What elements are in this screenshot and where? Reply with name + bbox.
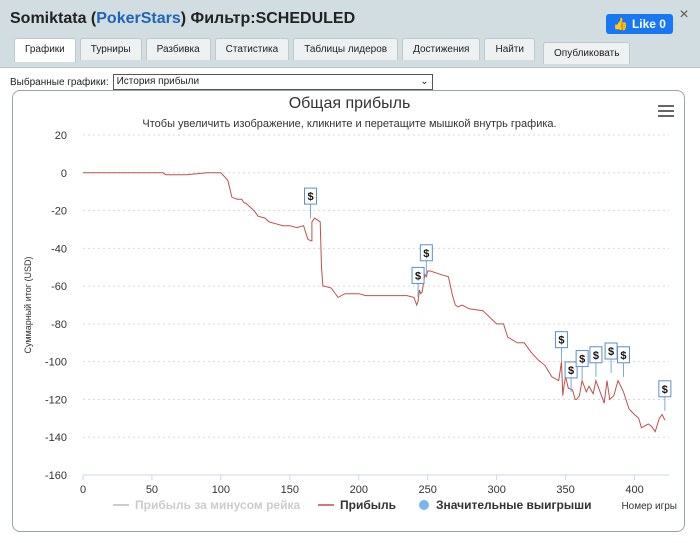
big-win-flag-label: $ (307, 191, 313, 203)
y-tick-label: 0 (61, 168, 67, 180)
chart-panel[interactable]: Общая прибыль Чтобы увеличить изображени… (12, 90, 685, 532)
hamburger-menu-icon[interactable] (658, 105, 674, 117)
x-tick-label: 150 (281, 484, 299, 496)
profit-series-line[interactable] (83, 172, 666, 433)
big-win-flag-label: $ (608, 346, 614, 358)
facebook-like-button[interactable]: 👍 Like 0 (606, 14, 673, 34)
legend-item-big-wins[interactable]: Значительные выигрыши (436, 498, 592, 512)
site-link[interactable]: PokerStars (96, 10, 181, 27)
tab-achievements[interactable]: Достижения (402, 38, 481, 60)
x-tick-label: 350 (556, 484, 574, 496)
window-title: Somiktata (PokerStars) Фильтр:SCHEDULED (10, 10, 356, 27)
big-win-flag[interactable] (616, 346, 630, 364)
x-tick-label: 100 (212, 484, 230, 496)
x-axis-label: Номер игры (621, 501, 677, 512)
big-win-flag-label: $ (620, 350, 626, 362)
legend-item-profit[interactable]: Прибыль (340, 498, 396, 512)
y-tick-label: -100 (45, 357, 67, 369)
big-win-flag[interactable] (589, 346, 603, 364)
legend-swatch-big-wins (419, 500, 429, 510)
tab-bar: Графики Турниры Разбивка Статистика Табл… (14, 38, 631, 64)
big-win-flag-label: $ (558, 335, 564, 347)
big-win-flag[interactable] (658, 380, 672, 398)
x-tick-label: 400 (625, 484, 643, 496)
x-tick-label: 250 (419, 484, 437, 496)
legend-item-rake[interactable]: Прибыль за минусом рейка (135, 498, 300, 512)
x-tick-label: 0 (80, 484, 86, 496)
chart-selector-value: История прибыли (116, 76, 200, 87)
x-tick-label: 300 (487, 484, 505, 496)
chart-selector-row: Выбранные графики: История прибыли ⌄ (10, 74, 433, 90)
big-win-flag-label: $ (415, 270, 421, 282)
filter-label: Фильтр: (190, 10, 256, 27)
big-win-flag-label: $ (662, 384, 668, 396)
big-win-flag[interactable] (575, 350, 589, 368)
filter-value: SCHEDULED (255, 10, 356, 27)
thumbs-up-icon: 👍 (613, 17, 628, 31)
chart-title: Общая прибыль (288, 95, 411, 112)
tab-statistics[interactable]: Статистика (214, 38, 290, 60)
big-win-flag[interactable] (419, 244, 433, 262)
tab-breakdown[interactable]: Разбивка (145, 38, 211, 60)
big-win-flag-label: $ (579, 354, 585, 366)
tab-leaderboards[interactable]: Таблицы лидеров (293, 38, 399, 60)
y-tick-label: -40 (51, 243, 67, 255)
big-win-flag-label: $ (423, 248, 429, 260)
x-tick-label: 50 (146, 484, 158, 496)
like-label: Like 0 (631, 17, 666, 31)
title-bar: Somiktata (PokerStars) Фильтр:SCHEDULED … (0, 0, 700, 68)
tab-tournaments[interactable]: Турниры (79, 38, 142, 60)
big-win-flag[interactable] (304, 187, 318, 205)
x-tick-label: 200 (350, 484, 368, 496)
big-win-flag[interactable] (564, 361, 578, 379)
y-tick-label: -80 (51, 319, 67, 331)
tab-find[interactable]: Найти (484, 38, 536, 60)
tab-charts[interactable]: Графики (14, 38, 76, 62)
big-win-flag-label: $ (593, 350, 599, 362)
chart-subtitle: Чтобы увеличить изображение, кликните и … (142, 118, 557, 130)
chart-selector-dropdown[interactable]: История прибыли ⌄ (112, 74, 433, 90)
y-tick-label: 20 (55, 130, 67, 142)
big-win-flag[interactable] (411, 266, 425, 284)
y-tick-label: -120 (45, 394, 67, 406)
close-icon[interactable]: × (679, 6, 689, 23)
y-tick-label: -60 (51, 281, 67, 293)
y-axis-label: Суммарный итог (USD) (23, 256, 33, 353)
big-win-flag[interactable] (554, 331, 568, 349)
y-tick-label: -140 (45, 432, 67, 444)
y-tick-label: -20 (51, 206, 67, 218)
player-name: Somiktata (10, 10, 87, 27)
chart-selector-label: Выбранные графики: (10, 76, 109, 88)
chevron-down-icon: ⌄ (420, 76, 429, 87)
publish-button[interactable]: Опубликовать (543, 42, 631, 64)
y-tick-label: -160 (45, 470, 67, 482)
big-win-flag-label: $ (568, 365, 574, 377)
